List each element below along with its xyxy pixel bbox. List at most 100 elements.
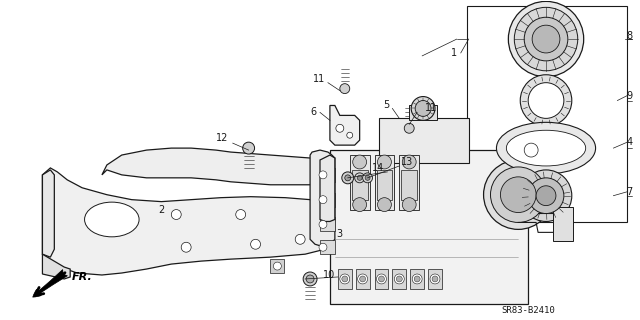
Circle shape (319, 171, 327, 179)
Circle shape (336, 124, 344, 132)
Text: 3: 3 (337, 229, 343, 239)
Text: 11: 11 (313, 74, 325, 84)
Text: 12: 12 (216, 133, 228, 143)
Bar (356, 269, 369, 289)
Circle shape (394, 274, 404, 284)
Circle shape (524, 17, 568, 61)
Circle shape (365, 175, 370, 180)
Circle shape (342, 172, 354, 184)
Circle shape (396, 276, 403, 282)
Circle shape (353, 198, 367, 212)
Bar (320, 193, 335, 207)
Circle shape (520, 75, 572, 126)
Circle shape (303, 272, 317, 286)
Circle shape (353, 155, 367, 169)
Circle shape (532, 25, 560, 53)
Circle shape (430, 274, 440, 284)
Bar (320, 240, 335, 254)
Text: 11: 11 (425, 103, 437, 114)
Bar (330, 150, 528, 304)
Bar (374, 155, 394, 210)
Bar (410, 269, 424, 289)
Circle shape (500, 177, 536, 212)
Circle shape (412, 97, 435, 120)
Circle shape (536, 186, 556, 206)
Bar (553, 207, 573, 241)
Circle shape (363, 173, 372, 183)
Text: 9: 9 (626, 91, 632, 100)
Circle shape (340, 274, 349, 284)
Bar (320, 168, 335, 182)
Circle shape (432, 276, 438, 282)
Polygon shape (102, 148, 330, 185)
Text: 10: 10 (323, 270, 335, 280)
Circle shape (490, 167, 546, 222)
Bar (399, 155, 419, 210)
Text: 7: 7 (626, 187, 632, 197)
Bar (338, 269, 352, 289)
Text: SR83-B2410: SR83-B2410 (501, 306, 555, 315)
Circle shape (415, 100, 431, 116)
Circle shape (251, 239, 260, 249)
Polygon shape (42, 168, 330, 275)
Polygon shape (394, 140, 417, 158)
Circle shape (484, 160, 553, 229)
Circle shape (360, 276, 365, 282)
Circle shape (404, 123, 414, 133)
Circle shape (412, 274, 422, 284)
Circle shape (520, 170, 572, 221)
Circle shape (340, 84, 349, 93)
Text: 8: 8 (626, 31, 632, 41)
Circle shape (319, 243, 327, 251)
Circle shape (236, 210, 246, 220)
Circle shape (403, 155, 416, 169)
Circle shape (378, 276, 385, 282)
Polygon shape (320, 155, 335, 221)
Circle shape (508, 1, 584, 77)
Circle shape (355, 173, 365, 183)
Circle shape (342, 276, 348, 282)
Text: 4: 4 (626, 137, 632, 147)
Bar (349, 155, 369, 210)
Circle shape (524, 143, 538, 157)
Circle shape (345, 175, 351, 181)
Circle shape (403, 198, 416, 212)
Circle shape (528, 83, 564, 118)
Text: 6: 6 (310, 108, 316, 117)
Circle shape (515, 7, 578, 71)
Bar (376, 170, 392, 200)
Text: 14: 14 (372, 163, 385, 173)
Bar (352, 170, 367, 200)
Circle shape (358, 274, 367, 284)
Polygon shape (330, 106, 360, 145)
Text: 13: 13 (401, 157, 413, 167)
Text: FR.: FR. (72, 272, 93, 282)
Circle shape (376, 274, 387, 284)
Text: 2: 2 (158, 204, 164, 215)
Circle shape (378, 155, 392, 169)
Bar (409, 106, 437, 120)
Bar (401, 170, 417, 200)
Circle shape (295, 234, 305, 244)
Circle shape (243, 142, 255, 154)
Polygon shape (42, 254, 70, 279)
Bar (374, 269, 388, 289)
Circle shape (273, 262, 282, 270)
Ellipse shape (497, 122, 596, 174)
Circle shape (414, 276, 420, 282)
Circle shape (347, 132, 353, 138)
Bar (392, 269, 406, 289)
Bar (380, 118, 468, 163)
Polygon shape (310, 150, 335, 247)
Circle shape (528, 178, 564, 213)
Bar (467, 6, 627, 222)
Text: 5: 5 (383, 100, 389, 110)
Bar (271, 259, 284, 273)
Ellipse shape (506, 130, 586, 166)
Circle shape (378, 198, 392, 212)
Polygon shape (42, 170, 54, 257)
Circle shape (319, 196, 327, 204)
Circle shape (172, 210, 181, 220)
Circle shape (181, 242, 191, 252)
Circle shape (357, 175, 362, 180)
